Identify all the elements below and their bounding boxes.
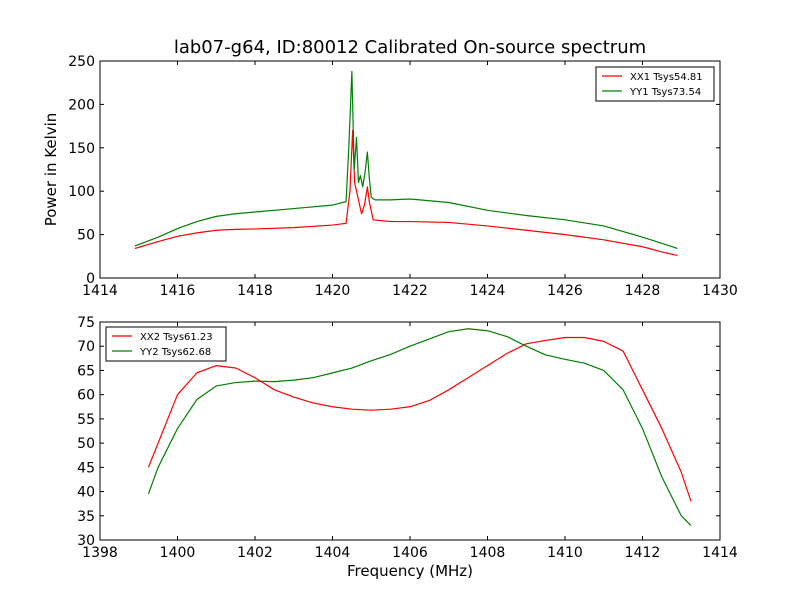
x-tick-label: 1406: [392, 545, 428, 561]
legend: XX2 Tsys61.23 YY2 Tsys62.68: [105, 326, 227, 362]
y-tick-label: 70: [77, 339, 95, 355]
x-tick-label: 1404: [315, 545, 351, 561]
figure-title: lab07-g64, ID:80012 Calibrated On-source…: [174, 37, 646, 58]
y-tick-label: 60: [77, 388, 95, 404]
y-tick-label: 30: [77, 533, 95, 549]
series-group: [147, 328, 692, 526]
x-tick-label: 1426: [547, 283, 583, 299]
x-tick-label: 1410: [547, 545, 583, 561]
bottom-spectrum-plot: 1398 1400 1402 1404 1406 1408 1410 1412 1414 30 35…: [77, 315, 738, 580]
y-tick-label: 65: [77, 363, 95, 379]
y-tick-label: 150: [68, 141, 95, 157]
y-tick-label: 55: [77, 412, 95, 428]
x-tick-label: 1398: [82, 545, 118, 561]
series-line-yy2: [147, 328, 692, 526]
x-tick-label: 1428: [625, 283, 661, 299]
legend-box: [105, 326, 227, 362]
x-tick-label: 1402: [237, 545, 273, 561]
x-tick-label: 1414: [702, 545, 738, 561]
y-tick-label: 0: [86, 271, 95, 287]
x-tick-label: 1430: [702, 283, 738, 299]
legend-box: [595, 66, 715, 102]
x-tick-label: 1424: [470, 283, 506, 299]
x-axis-label: Frequency (MHz): [347, 562, 473, 580]
y-tick-label: 35: [77, 509, 95, 525]
x-tick-label: 1414: [82, 283, 118, 299]
y-axis-label: Power in Kelvin: [42, 113, 60, 227]
y-tick-label: 75: [77, 315, 95, 331]
legend: XX1 Tsys54.81 YY1 Tsys73.54: [595, 66, 715, 102]
legend-label: YY1 Tsys73.54: [629, 87, 701, 98]
y-tick-label: 200: [68, 97, 95, 113]
x-tick-label: 1418: [237, 283, 273, 299]
y-tick-label: 45: [77, 460, 95, 476]
y-tick-label: 50: [77, 228, 95, 244]
y-tick-label: 50: [77, 436, 95, 452]
x-tick-label: 1412: [625, 545, 661, 561]
x-tick-label: 1422: [392, 283, 428, 299]
legend-label: YY2 Tsys62.68: [139, 347, 211, 358]
legend-label: XX1 Tsys54.81: [630, 72, 703, 83]
series-group: [134, 70, 678, 257]
series-line-yy1: [134, 70, 678, 250]
series-line-xx2: [147, 336, 692, 502]
y-tick-label: 40: [77, 485, 95, 501]
series-line-xx1: [134, 129, 678, 257]
legend-label: XX2 Tsys61.23: [140, 332, 213, 343]
x-tick-label: 1408: [470, 545, 506, 561]
y-tick-label: 100: [68, 184, 95, 200]
x-tick-label: 1416: [160, 283, 196, 299]
x-tick-label: 1400: [160, 545, 196, 561]
x-tick-label: 1420: [315, 283, 351, 299]
top-spectrum-plot: 1414 1416 1418 1420 1422 1424 1426 1428 1430 0 50 1…: [42, 54, 738, 299]
y-tick-label: 250: [68, 54, 95, 70]
